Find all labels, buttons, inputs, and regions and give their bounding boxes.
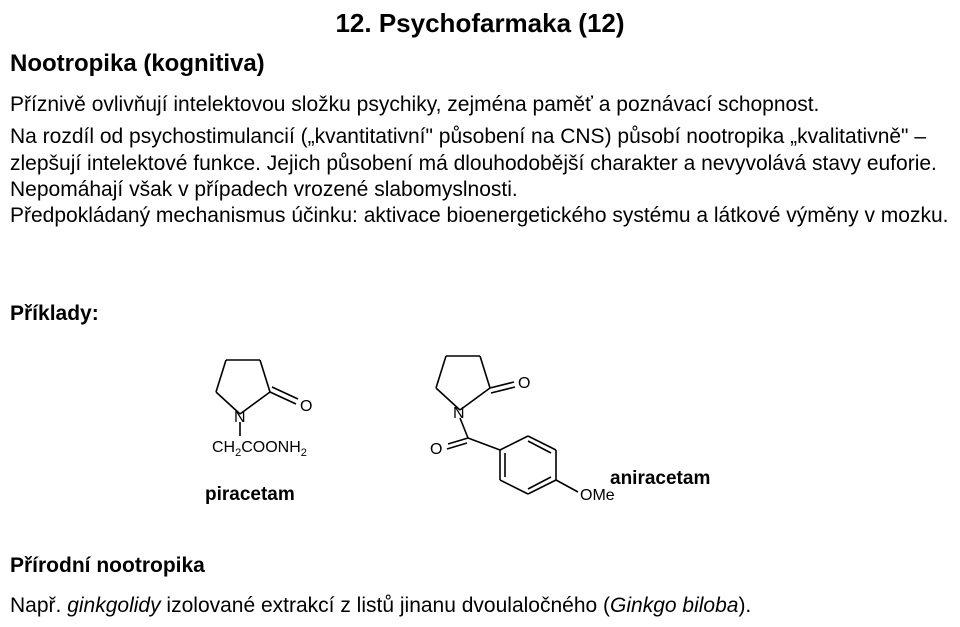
aniracetam-label: aniracetam [610,468,710,490]
natural-heading: Přírodní nootropika [10,554,205,578]
page-title: 12. Psychofarmaka (12) [0,8,960,39]
piracetam-label: piracetam [205,484,295,506]
n-atom-label: N [234,409,246,426]
examples-label: Příklady: [10,302,99,326]
structures-diagram: N O CH2COONH2 piracetam [180,336,780,516]
paragraph-1: Příznivě ovlivňují intelektovou složku p… [10,92,950,118]
substituent-label: CH2COONH2 [212,439,307,459]
o-atom-label-2a: O [518,375,530,392]
natural-body: Např. ginkgolidy izolované extrakcí z li… [10,594,751,618]
nat-post: ). [738,594,751,617]
nat-mid: izolované extrakcí z listů jinanu dvoula… [161,594,610,617]
nat-pre: Např. [10,594,67,617]
page-container: 12. Psychofarmaka (12) Nootropika (kogni… [0,0,960,627]
piracetam-structure: N O CH2COONH2 [180,336,360,506]
section-heading: Nootropika (kognitiva) [10,50,265,78]
nat-species: Ginkgo biloba [610,594,738,617]
nat-em: ginkgolidy [67,594,160,617]
paragraph-2a: Na rozdíl od psychostimulancií („kvantit… [10,124,950,203]
n-atom-label-2: N [453,405,465,422]
paragraph-2b: Předpokládaný mechanismus účinku: aktiva… [10,203,950,229]
o-atom-label-2b: O [430,441,442,458]
o-atom-label: O [300,398,312,415]
body-text: Příznivě ovlivňují intelektovou složku p… [10,92,950,229]
